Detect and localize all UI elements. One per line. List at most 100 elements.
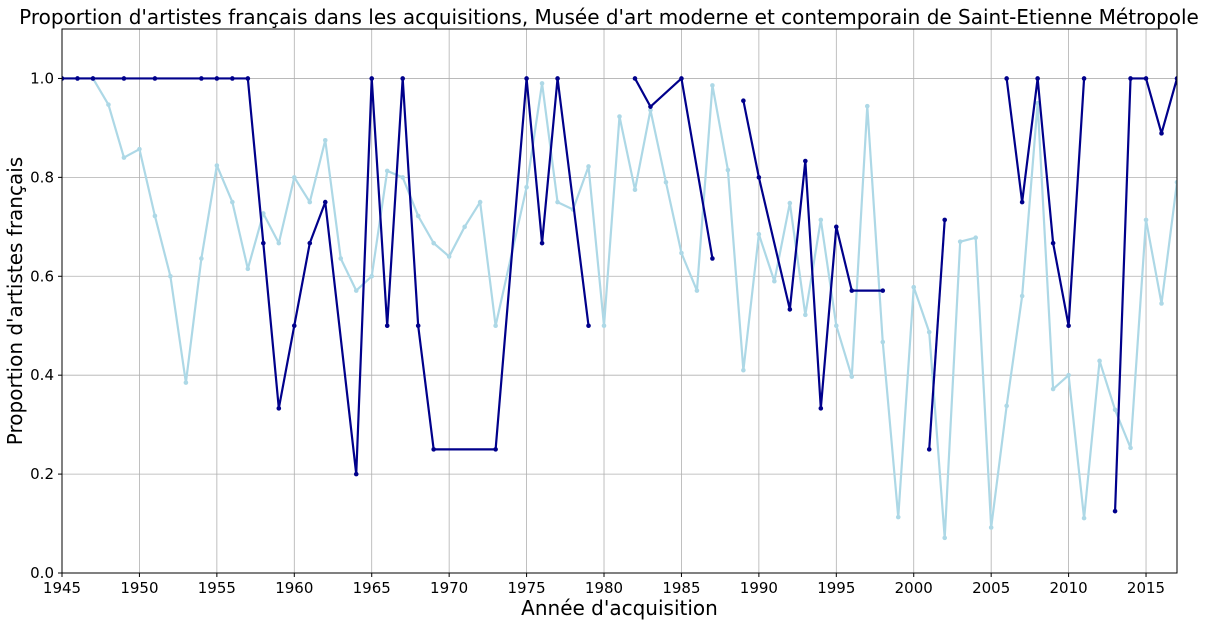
data-point: [307, 199, 313, 205]
data-point: [586, 164, 591, 169]
data-point: [322, 199, 328, 205]
data-point: [400, 76, 405, 81]
data-point: [1004, 76, 1009, 81]
data-point: [926, 329, 932, 335]
x-tick-label: 1960: [275, 579, 313, 597]
data-point: [276, 406, 282, 411]
data-point: [880, 339, 886, 345]
data-point: [121, 155, 127, 160]
data-point: [803, 158, 808, 164]
y-axis-label: Proportion d'artistes français: [3, 157, 27, 445]
series-1: [62, 76, 1177, 541]
data-point: [462, 224, 467, 230]
data-point: [586, 323, 591, 329]
x-tick-label: 1945: [43, 579, 81, 597]
data-point: [679, 76, 684, 81]
data-point: [864, 103, 870, 109]
data-point: [834, 224, 839, 230]
data-point: [338, 256, 344, 261]
data-point: [214, 163, 220, 168]
data-point: [973, 235, 978, 240]
data-point: [803, 312, 808, 318]
data-point: [710, 256, 715, 261]
data-point: [1050, 386, 1056, 392]
data-point: [1174, 180, 1177, 185]
data-point: [384, 168, 390, 174]
data-point: [524, 184, 529, 190]
data-point: [632, 76, 638, 81]
x-tick-label: 1995: [817, 579, 855, 597]
data-point: [137, 146, 142, 152]
x-axis-label: Année d'acquisition: [521, 596, 718, 620]
data-point: [895, 514, 901, 520]
x-tick-label: 1980: [585, 579, 623, 597]
data-point: [818, 406, 824, 411]
data-point: [663, 180, 669, 185]
data-point: [199, 76, 204, 81]
series-line: [742, 100, 883, 410]
data-point: [741, 98, 746, 104]
data-point: [415, 323, 421, 329]
data-point: [1066, 323, 1071, 329]
data-point: [106, 102, 111, 107]
x-tick-label: 1965: [353, 579, 391, 597]
data-point: [1081, 515, 1087, 521]
y-tick-label: 1.0: [30, 69, 54, 87]
data-point: [446, 254, 452, 259]
data-point: [617, 114, 622, 119]
data-point: [75, 76, 80, 81]
x-tick-label: 1950: [120, 579, 158, 597]
data-point: [493, 447, 498, 452]
data-point: [1081, 76, 1087, 81]
data-point: [276, 240, 282, 246]
data-point: [849, 374, 855, 379]
data-point: [261, 240, 266, 246]
data-point: [230, 199, 235, 205]
y-tick-label: 0.4: [30, 366, 54, 384]
data-point: [245, 266, 251, 272]
data-point: [1159, 131, 1164, 136]
data-point: [1128, 445, 1133, 451]
data-point: [787, 200, 793, 206]
data-point: [942, 217, 948, 223]
data-point: [245, 76, 251, 81]
x-tick-label: 1985: [662, 579, 700, 597]
x-tick-label: 1975: [507, 579, 545, 597]
data-point: [957, 239, 963, 244]
series-line: [62, 77, 1177, 539]
data-point: [400, 175, 405, 180]
data-point: [1159, 301, 1164, 306]
data-point: [524, 76, 529, 81]
data-point: [369, 273, 375, 279]
data-point: [1066, 372, 1071, 378]
data-point: [926, 447, 932, 452]
grid-lines: [61, 29, 1177, 574]
data-point: [121, 76, 127, 81]
data-point: [199, 256, 204, 261]
data-point: [539, 81, 545, 86]
data-point: [90, 76, 96, 81]
data-point: [493, 323, 498, 329]
data-point: [369, 76, 375, 81]
data-point: [772, 278, 777, 284]
data-point: [741, 367, 746, 373]
plot-frame: [61, 28, 1178, 574]
series-2: [62, 76, 1177, 514]
data-point: [62, 76, 65, 81]
data-point: [1143, 76, 1149, 81]
x-tick-label: 2015: [1127, 579, 1165, 597]
data-point: [942, 535, 948, 541]
y-axis-ticks: 0.0 0.2 0.4 0.6 0.8 1.0: [30, 69, 62, 582]
data-point: [539, 240, 545, 246]
data-point: [183, 380, 189, 385]
series-line: [928, 219, 946, 450]
data-point: [1019, 199, 1025, 205]
data-point: [1143, 217, 1149, 223]
data-point: [353, 288, 359, 293]
x-axis-ticks: 1945 1950 1955 1960 1965 1970 1975 1980 1985 1990…: [43, 573, 1165, 597]
data-point: [555, 199, 560, 205]
data-point: [353, 471, 359, 477]
data-point: [1174, 76, 1177, 81]
data-point: [152, 213, 158, 219]
